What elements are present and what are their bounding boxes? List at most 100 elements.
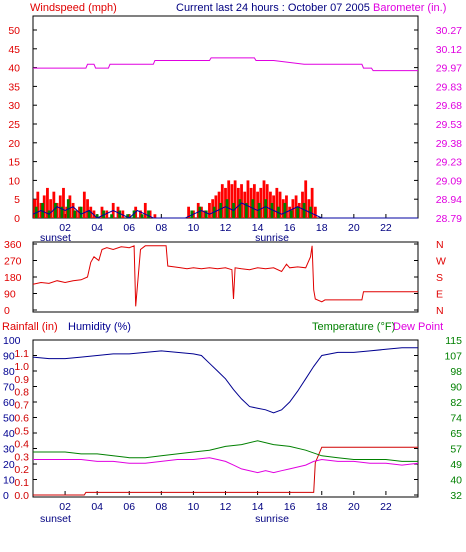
baro-y-tick-label: 29.83 bbox=[436, 81, 462, 93]
rain-y-tick-label: 0.8 bbox=[14, 387, 29, 399]
gust-bar bbox=[259, 187, 263, 218]
dir-y2-tick-label: W bbox=[436, 256, 446, 268]
gust-bar bbox=[214, 195, 218, 218]
wind-x-tick-label: 16 bbox=[284, 222, 296, 234]
wind-y-tick-label: 45 bbox=[8, 44, 20, 56]
bottom-x-tick-label: 14 bbox=[252, 501, 264, 513]
dir-y2-tick-label: E bbox=[436, 289, 443, 301]
baro-y-tick-label: 29.38 bbox=[436, 138, 462, 150]
gust-bar bbox=[153, 214, 157, 218]
gust-bar bbox=[294, 195, 298, 218]
wind-x-tick-label: 20 bbox=[348, 222, 360, 234]
humidity-y-tick-label: 90 bbox=[3, 351, 15, 363]
bottom-x-tick-label: 12 bbox=[220, 501, 232, 513]
dir-y2-tick-label: N bbox=[436, 305, 444, 317]
humidity-y-tick-label: 40 bbox=[3, 428, 15, 440]
rain-y-tick-label: 1.0 bbox=[14, 361, 29, 373]
temp-y-tick-label: 115 bbox=[445, 335, 462, 347]
bottom-x-tick-label: 06 bbox=[123, 501, 135, 513]
temp-y-tick-label: 32 bbox=[450, 490, 462, 502]
avg-bar bbox=[126, 214, 130, 218]
rain-y-tick-label: 0.6 bbox=[14, 413, 29, 425]
barometer-label: Barometer (in.) bbox=[373, 2, 446, 14]
wind-x-tick-label: 12 bbox=[220, 222, 232, 234]
gust-bar bbox=[62, 187, 65, 218]
wind-y-tick-label: 0 bbox=[14, 213, 20, 225]
avg-bar bbox=[95, 214, 99, 218]
gust-bar bbox=[86, 199, 89, 218]
wind-x-tick-label: 10 bbox=[188, 222, 200, 234]
gust-bar bbox=[143, 202, 147, 218]
wind-x-tick-label: 06 bbox=[123, 222, 135, 234]
rain-y-tick-label: 0.9 bbox=[14, 374, 29, 386]
gust-bar bbox=[74, 210, 78, 218]
gust-bar bbox=[42, 195, 46, 218]
temp-y-tick-label: 107 bbox=[444, 351, 462, 363]
avg-bar bbox=[102, 210, 105, 218]
gust-bar bbox=[65, 206, 69, 218]
humidity-y-tick-label: 30 bbox=[3, 444, 15, 456]
avg-bar bbox=[244, 202, 248, 218]
gust-bar bbox=[68, 195, 72, 218]
wind-y-tick-label: 40 bbox=[8, 63, 20, 75]
avg-bar bbox=[283, 202, 287, 218]
gust-bar bbox=[307, 199, 311, 218]
gust-bar bbox=[100, 206, 104, 218]
avg-bar bbox=[204, 210, 208, 218]
gust-bar bbox=[233, 180, 237, 218]
temp-y-tick-label: 98 bbox=[450, 366, 462, 378]
gust-bar bbox=[187, 206, 191, 218]
gust-bar bbox=[52, 191, 56, 218]
gust-bar bbox=[288, 206, 292, 218]
baro-y-tick-label: 29.68 bbox=[436, 100, 462, 112]
avg-bar bbox=[73, 210, 77, 218]
humidity-y-tick-label: 60 bbox=[3, 397, 15, 409]
bottom-x-tick-label: 16 bbox=[284, 501, 296, 513]
gust-bar bbox=[211, 199, 215, 218]
gust-bar bbox=[46, 187, 49, 218]
gust-bar bbox=[304, 180, 308, 218]
gust-bar bbox=[217, 191, 221, 218]
baro-y-tick-label: 28.79 bbox=[436, 213, 462, 225]
wind-x-tick-label: 22 bbox=[380, 222, 392, 234]
gust-bar bbox=[310, 187, 314, 218]
gust-bar bbox=[281, 199, 285, 218]
avg-bar bbox=[289, 210, 293, 218]
gust-bar bbox=[139, 210, 142, 218]
gust-bar bbox=[249, 187, 253, 218]
humidity-temperature-panel bbox=[32, 339, 419, 498]
gust-bar bbox=[33, 199, 37, 218]
wind-direction-line bbox=[32, 245, 418, 307]
gust-bar bbox=[196, 202, 200, 218]
gust-bar bbox=[278, 191, 282, 218]
wind-y-tick-label: 5 bbox=[14, 194, 20, 206]
baro-y-tick-label: 29.23 bbox=[436, 157, 462, 169]
humidity-y-tick-label: 10 bbox=[3, 475, 15, 487]
temperature-line bbox=[33, 440, 418, 462]
gust-bar bbox=[272, 195, 276, 218]
rain-y-tick-label: 0.0 bbox=[14, 490, 29, 502]
baro-y-tick-label: 29.53 bbox=[436, 119, 462, 131]
gust-bar bbox=[246, 180, 250, 218]
wind-y-tick-label: 15 bbox=[8, 157, 20, 169]
bottom-x-tick-label: 02 bbox=[59, 501, 71, 513]
temp-y-tick-label: 82 bbox=[450, 397, 462, 409]
bottom-annotation-sunset: sunset bbox=[40, 513, 71, 525]
avg-bar bbox=[60, 206, 64, 218]
avg-bar bbox=[118, 210, 122, 218]
wind-x-tick-label: 02 bbox=[59, 222, 71, 234]
barometer-line bbox=[33, 57, 418, 72]
gust-bar bbox=[208, 202, 211, 218]
wind-y-tick-label: 10 bbox=[8, 175, 20, 187]
dir-y-tick-label: 0 bbox=[4, 305, 10, 317]
gust-bar bbox=[127, 214, 131, 218]
wind-barometer-panel bbox=[32, 15, 419, 219]
wind-y-tick-label: 25 bbox=[8, 119, 20, 131]
avg-bar bbox=[296, 206, 300, 218]
humidity-y-tick-label: 80 bbox=[3, 366, 15, 378]
temp-y-tick-label: 65 bbox=[450, 428, 462, 440]
gust-bar bbox=[256, 191, 259, 218]
avg-bar bbox=[264, 199, 268, 218]
avg-bar bbox=[54, 202, 57, 218]
gust-bar bbox=[240, 184, 243, 218]
